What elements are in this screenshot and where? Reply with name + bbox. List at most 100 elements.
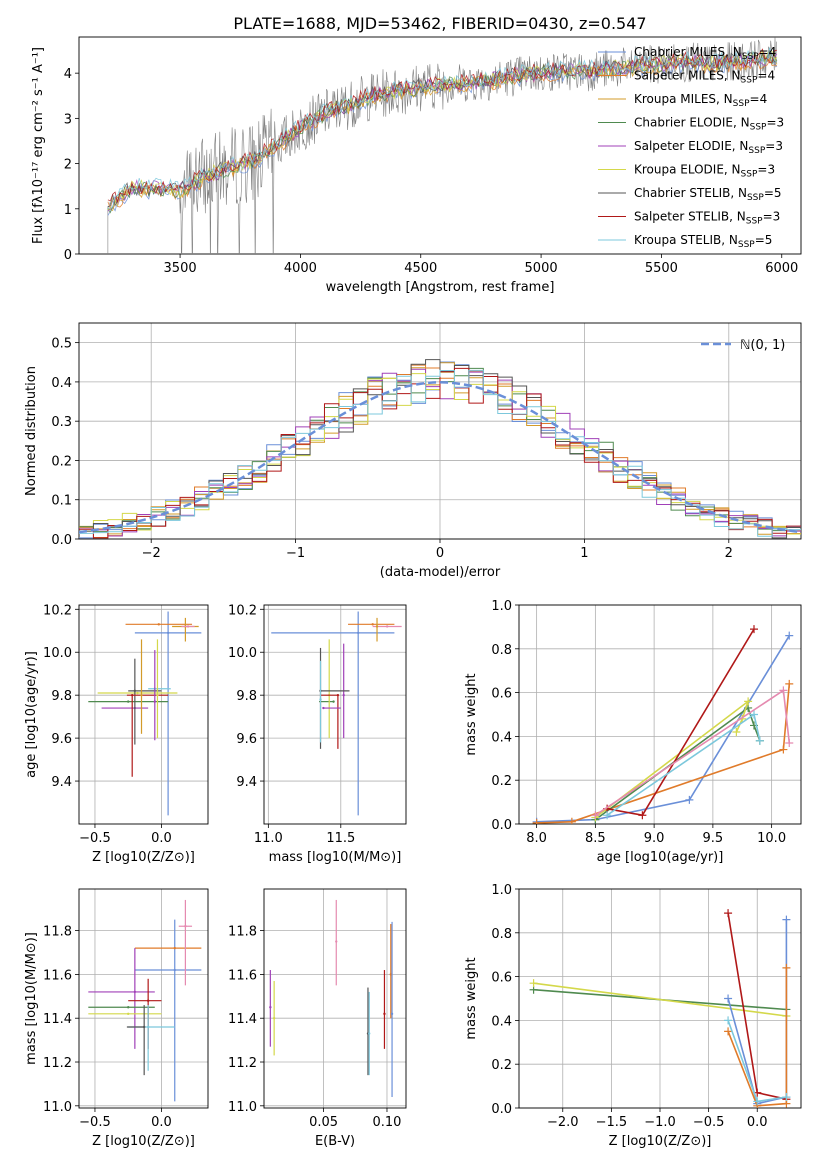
y-axis-label: age [log10(age/yr)] <box>24 651 39 778</box>
y-axis-label: Normed distribution <box>24 366 39 496</box>
x-axis-label: (data-model)/error <box>380 565 501 580</box>
data-point <box>186 625 190 628</box>
plot-area <box>88 611 202 816</box>
series-marker <box>685 795 694 804</box>
legend-label: Chabrier ELODIE, NSSP=3 <box>634 116 784 133</box>
x-tick-label: 4500 <box>404 261 437 276</box>
y-tick-label: 10.0 <box>43 646 72 661</box>
panel-spectrum: 3500 4000 4500 5000 5500 6000 0 1 2 3 4 wavelength … <box>31 36 802 295</box>
x-tick-label: 9.5 <box>703 831 724 846</box>
y-tick-label: 0 <box>64 248 72 263</box>
axes-frame <box>518 888 802 1109</box>
axes-frame <box>78 36 802 255</box>
legend-label: Chabrier STELIB, NSSP=5 <box>634 186 782 203</box>
y-tick-label: 11.8 <box>43 925 72 940</box>
x-tick-label: −0.5 <box>693 1115 725 1130</box>
panel-age-vs-Z: −0.5 0.0 9.4 9.6 9.8 10.0 10.2 Z [log10(Z/Z⊙)] a… <box>24 603 209 865</box>
y-axis-label: mass [log10(M/M⊙)] <box>24 932 39 1065</box>
data-point <box>335 940 338 943</box>
x-tick-label: 5500 <box>645 261 678 276</box>
data-point <box>173 968 176 972</box>
y-tick-label: 11.6 <box>228 968 257 983</box>
series-marker <box>785 679 794 688</box>
y-axis-label: Flux [fλ10⁻¹⁷ erg cm⁻² s⁻¹ A⁻¹] <box>31 47 46 244</box>
y-tick-label: 11.4 <box>43 1012 72 1027</box>
data-point <box>136 691 139 695</box>
y-tick-label: 9.6 <box>236 732 257 747</box>
y-tick-label: 11.8 <box>228 925 257 940</box>
x-axis-label: Z [log10(Z/Z⊙)] <box>92 850 195 865</box>
plot-area <box>107 37 778 254</box>
legend-label: Salpeter STELIB, NSSP=3 <box>634 210 780 227</box>
data-point <box>133 990 137 994</box>
x-tick-label: 0.0 <box>747 1115 768 1130</box>
panel-massweight-vs-Z: −2.0 −1.5 −1.0 −0.5 0.0 0.0 0.2 0.4 0.6 0.8 1.0 Z [… <box>464 883 802 1149</box>
data-point <box>371 623 374 626</box>
data-point <box>368 1032 371 1035</box>
legend-label: Chabrier MILES, NSSP=4 <box>634 45 776 62</box>
series-marker <box>529 979 538 988</box>
series-line <box>606 628 755 817</box>
data-point <box>140 693 143 697</box>
x-tick-label: 8.0 <box>526 831 547 846</box>
y-tick-label: 0.4 <box>491 730 512 745</box>
y-tick-label: 0.5 <box>51 337 72 352</box>
y-tick-label: 11.0 <box>228 1100 257 1115</box>
y-tick-label: 10.2 <box>43 603 72 618</box>
y-tick-label: 0.0 <box>51 533 72 548</box>
panel-age-vs-mass: 11.0 11.5 9.4 9.6 9.8 10.0 10.2 mass [log10(M/M… <box>228 603 407 865</box>
series-line <box>536 635 790 823</box>
x-tick-label: 2 <box>725 546 733 561</box>
y-tick-label: 3 <box>64 112 72 127</box>
x-tick-label: 10.0 <box>757 831 786 846</box>
series-marker <box>732 728 741 737</box>
y-axis-label: mass weight <box>464 957 479 1039</box>
series-marker <box>724 1027 733 1036</box>
series-line <box>727 967 788 1107</box>
y-tick-label: 10.2 <box>228 603 257 618</box>
series-marker <box>750 625 758 634</box>
data-point <box>389 973 392 976</box>
x-tick-label: −0.5 <box>79 1115 111 1130</box>
axes-frame <box>518 604 802 825</box>
series-marker <box>638 811 647 820</box>
x-axis-label: age [log10(age/yr)] <box>597 850 724 865</box>
series-marker <box>750 710 758 719</box>
x-tick-label: 8.5 <box>585 831 606 846</box>
y-tick-label: 9.4 <box>236 775 257 790</box>
y-tick-label: 0.6 <box>491 971 512 986</box>
x-axis-label: mass [log10(M/M⊙)] <box>269 850 402 865</box>
data-point <box>390 1012 394 1016</box>
series-marker <box>755 736 764 745</box>
data-point <box>153 700 157 703</box>
legend-label: ℕ(0, 1) <box>740 338 785 353</box>
data-point <box>130 693 134 697</box>
x-tick-label: −1 <box>286 546 305 561</box>
series-marker <box>785 631 794 640</box>
data-point <box>332 700 335 703</box>
legend-label: Salpeter ELODIE, NSSP=3 <box>634 139 783 156</box>
data-point <box>356 631 360 635</box>
y-tick-label: 0.6 <box>491 687 512 702</box>
y-axis-label: mass weight <box>464 673 479 755</box>
legend-label: Kroupa MILES, NSSP=4 <box>634 92 767 109</box>
y-tick-label: 11.0 <box>43 1100 72 1115</box>
data-point <box>336 693 340 697</box>
legend-label: Kroupa STELIB, NSSP=5 <box>634 233 772 250</box>
x-tick-label: 9.0 <box>644 831 665 846</box>
series-marker <box>782 915 791 924</box>
y-tick-label: 0.1 <box>51 494 72 509</box>
axes-frame <box>78 888 209 1109</box>
x-axis-label: Z [log10(Z/Z⊙)] <box>609 1134 712 1149</box>
x-axis-label: Z [log10(Z/Z⊙)] <box>92 1134 195 1149</box>
axes-frame <box>263 888 407 1109</box>
series-marker <box>567 817 576 824</box>
model-line <box>107 51 778 212</box>
y-tick-label: 0.2 <box>51 454 72 469</box>
legend-label: Kroupa ELODIE, NSSP=3 <box>634 163 775 180</box>
data-point <box>383 1012 386 1016</box>
plot-area <box>269 899 394 1098</box>
y-tick-label: 9.4 <box>51 775 72 790</box>
y-tick-label: 0.3 <box>51 415 72 430</box>
